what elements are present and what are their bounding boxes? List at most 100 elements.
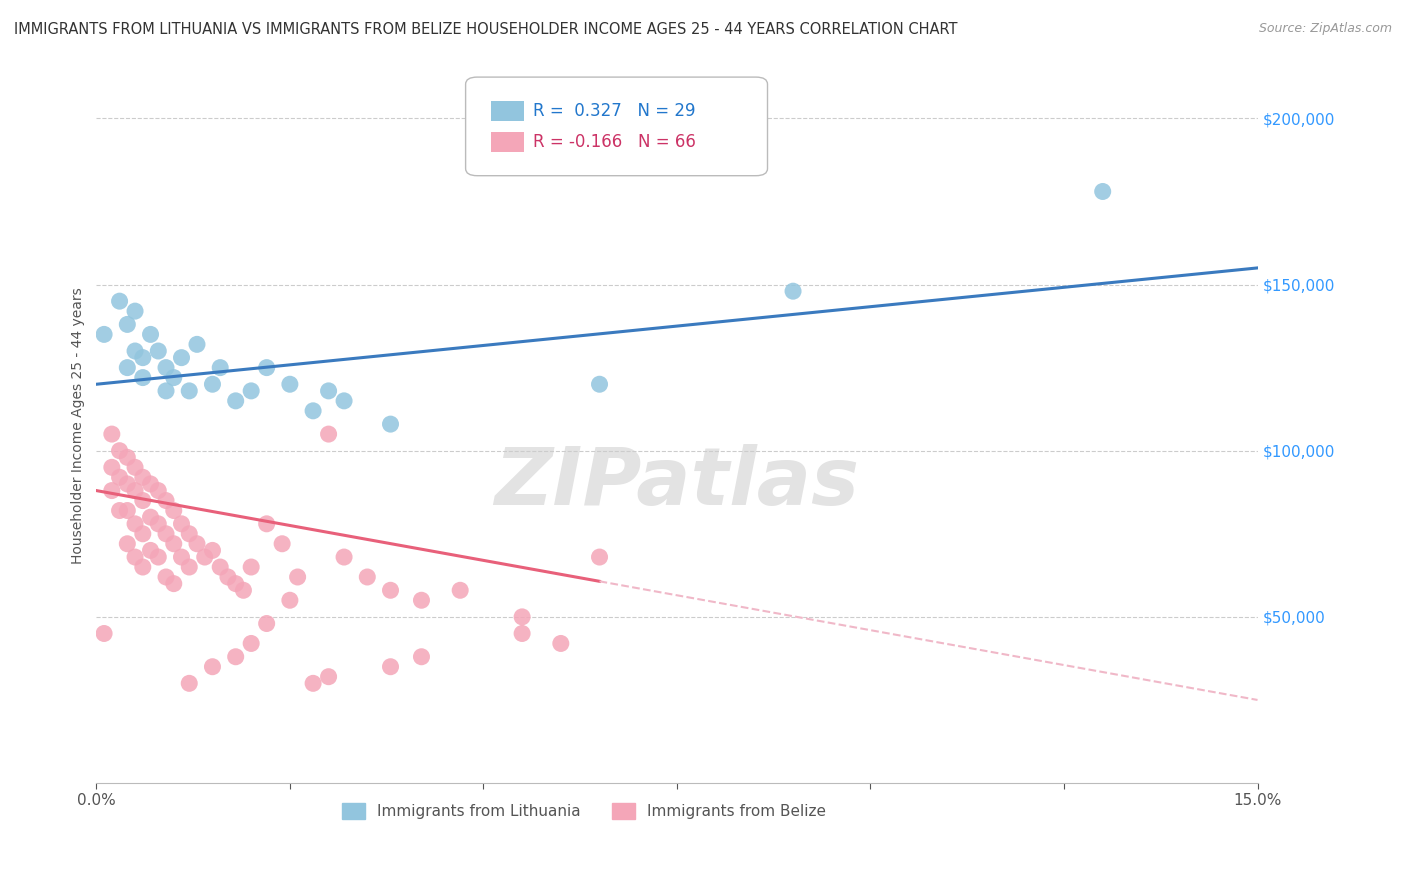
Point <box>302 404 325 418</box>
Point <box>225 649 247 664</box>
Point <box>117 477 139 491</box>
Point <box>163 503 186 517</box>
Text: IMMIGRANTS FROM LITHUANIA VS IMMIGRANTS FROM BELIZE HOUSEHOLDER INCOME AGES 25 -: IMMIGRANTS FROM LITHUANIA VS IMMIGRANTS … <box>14 22 957 37</box>
Point <box>209 560 232 574</box>
Point <box>124 460 146 475</box>
Point <box>155 570 177 584</box>
Point <box>148 516 170 531</box>
Point <box>209 360 232 375</box>
Point <box>217 570 239 584</box>
Point <box>117 360 139 375</box>
Point <box>163 537 186 551</box>
Point <box>108 443 131 458</box>
Point <box>302 676 325 690</box>
Point <box>108 503 131 517</box>
Point <box>333 393 356 408</box>
Point <box>510 626 533 640</box>
Y-axis label: Householder Income Ages 25 - 44 years: Householder Income Ages 25 - 44 years <box>72 287 86 564</box>
Point <box>139 510 162 524</box>
Point <box>186 337 208 351</box>
Point <box>278 593 301 607</box>
Point <box>139 327 162 342</box>
Point <box>186 537 208 551</box>
Point <box>163 370 186 384</box>
Point <box>132 370 155 384</box>
Point <box>117 537 139 551</box>
Point <box>148 344 170 359</box>
Point <box>411 593 433 607</box>
Point <box>132 470 155 484</box>
Point <box>256 516 278 531</box>
Point <box>318 670 340 684</box>
Point <box>550 636 572 650</box>
Point <box>380 417 402 431</box>
Point <box>194 549 217 564</box>
Point <box>132 560 155 574</box>
Point <box>356 570 378 584</box>
Text: Source: ZipAtlas.com: Source: ZipAtlas.com <box>1258 22 1392 36</box>
Text: R =  0.327   N = 29: R = 0.327 N = 29 <box>533 102 696 120</box>
Point <box>155 526 177 541</box>
Point <box>510 610 533 624</box>
Point <box>240 636 263 650</box>
Point <box>179 526 201 541</box>
FancyBboxPatch shape <box>465 77 768 176</box>
Point <box>117 318 139 332</box>
Point <box>256 616 278 631</box>
Point <box>101 460 124 475</box>
Point <box>155 384 177 398</box>
Point <box>318 384 340 398</box>
Point <box>148 483 170 498</box>
Point <box>124 304 146 318</box>
Point <box>411 649 433 664</box>
Point <box>93 327 115 342</box>
Point <box>101 483 124 498</box>
Point <box>170 516 193 531</box>
Point <box>287 570 309 584</box>
Point <box>124 549 146 564</box>
Point <box>124 344 146 359</box>
Point <box>117 503 139 517</box>
FancyBboxPatch shape <box>491 132 523 153</box>
Point <box>232 583 254 598</box>
Point <box>201 543 224 558</box>
Text: R = -0.166   N = 66: R = -0.166 N = 66 <box>533 133 696 151</box>
Point <box>240 384 263 398</box>
Point <box>179 384 201 398</box>
Point <box>170 549 193 564</box>
FancyBboxPatch shape <box>491 101 523 120</box>
Point <box>132 351 155 365</box>
Point <box>225 393 247 408</box>
Point <box>179 560 201 574</box>
Point <box>588 549 610 564</box>
Point <box>139 477 162 491</box>
Point <box>380 583 402 598</box>
Point <box>271 537 294 551</box>
Point <box>155 493 177 508</box>
Point <box>380 659 402 673</box>
Point <box>148 549 170 564</box>
Point <box>124 516 146 531</box>
Point <box>132 493 155 508</box>
Point <box>108 294 131 309</box>
Point <box>256 360 278 375</box>
Point <box>278 377 301 392</box>
Point <box>782 284 804 298</box>
Point <box>124 483 146 498</box>
Point <box>155 360 177 375</box>
Point <box>449 583 471 598</box>
Point <box>333 549 356 564</box>
Point <box>108 470 131 484</box>
Point <box>179 676 201 690</box>
Point <box>117 450 139 465</box>
Point <box>170 351 193 365</box>
Legend: Immigrants from Lithuania, Immigrants from Belize: Immigrants from Lithuania, Immigrants fr… <box>336 797 832 825</box>
Point <box>201 377 224 392</box>
Point <box>588 377 610 392</box>
Point <box>225 576 247 591</box>
Text: ZIPatlas: ZIPatlas <box>495 444 859 522</box>
Point <box>163 576 186 591</box>
Point <box>318 427 340 442</box>
Point <box>201 659 224 673</box>
Point <box>240 560 263 574</box>
